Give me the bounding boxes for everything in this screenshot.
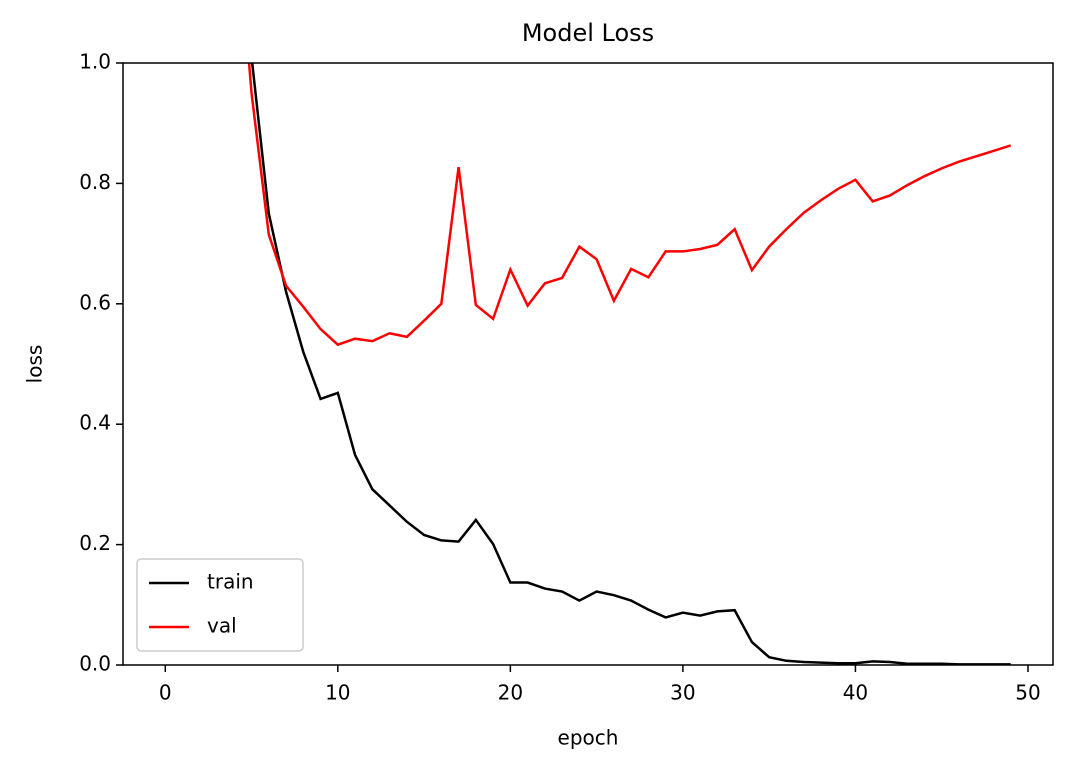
x-tick-label: 10 bbox=[325, 681, 350, 705]
plot-area bbox=[247, 63, 1012, 665]
chart-title: Model Loss bbox=[522, 19, 654, 47]
series-line bbox=[247, 63, 1012, 347]
series-line bbox=[250, 63, 1011, 665]
plot-frame bbox=[122, 62, 1054, 666]
y-tick-label: 0.2 bbox=[79, 531, 111, 555]
x-tick-label: 20 bbox=[498, 681, 523, 705]
y-tick-label: 0.6 bbox=[79, 290, 111, 314]
x-tick-label: 30 bbox=[670, 681, 695, 705]
y-tick-label: 0.4 bbox=[79, 411, 111, 435]
x-tick-label: 0 bbox=[159, 681, 172, 705]
y-tick-label: 0.0 bbox=[79, 652, 111, 676]
legend-label: val bbox=[207, 614, 237, 638]
y-axis-label: loss bbox=[23, 345, 47, 384]
y-tick-label: 0.8 bbox=[79, 170, 111, 194]
y-tick-label: 1.0 bbox=[79, 50, 111, 74]
x-tick-label: 50 bbox=[1015, 681, 1040, 705]
x-tick-label: 40 bbox=[843, 681, 868, 705]
legend-label: train bbox=[207, 570, 254, 594]
x-axis-label: epoch bbox=[558, 726, 619, 750]
